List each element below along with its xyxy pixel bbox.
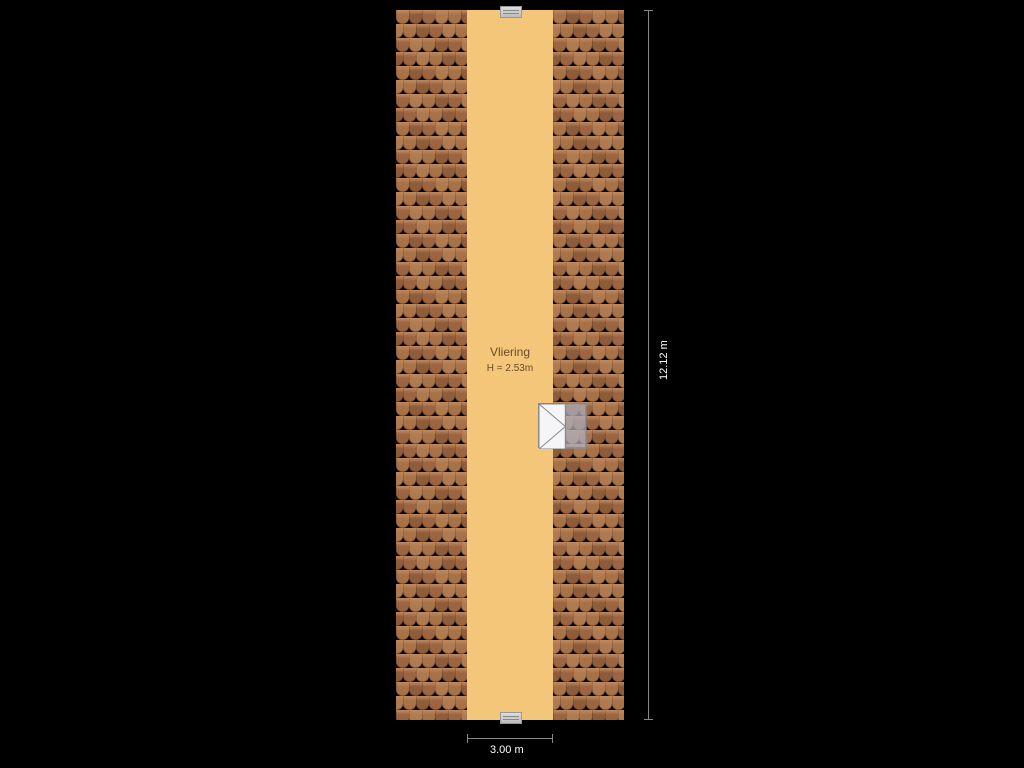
dimension-tick: [552, 734, 553, 743]
floor-plan: Vliering H = 2.53m: [396, 10, 624, 720]
dimension-width-label: 3.00 m: [490, 744, 524, 756]
dimension-height-line: [648, 10, 649, 720]
vent-bottom: [500, 712, 522, 724]
dimension-tick: [467, 734, 468, 743]
roof-panel: [553, 10, 624, 720]
vent-top: [500, 6, 522, 18]
dimension-tick: [644, 719, 653, 720]
dimension-width-line: [467, 738, 553, 739]
roof-panel: [396, 10, 467, 720]
stair-hatch: [538, 403, 586, 448]
dimension-tick: [644, 10, 653, 11]
room-label: Vliering H = 2.53m: [470, 345, 550, 374]
dimension-height-label: 12.12 m: [658, 340, 670, 380]
room-height: H = 2.53m: [470, 363, 550, 374]
room-name: Vliering: [470, 345, 550, 359]
